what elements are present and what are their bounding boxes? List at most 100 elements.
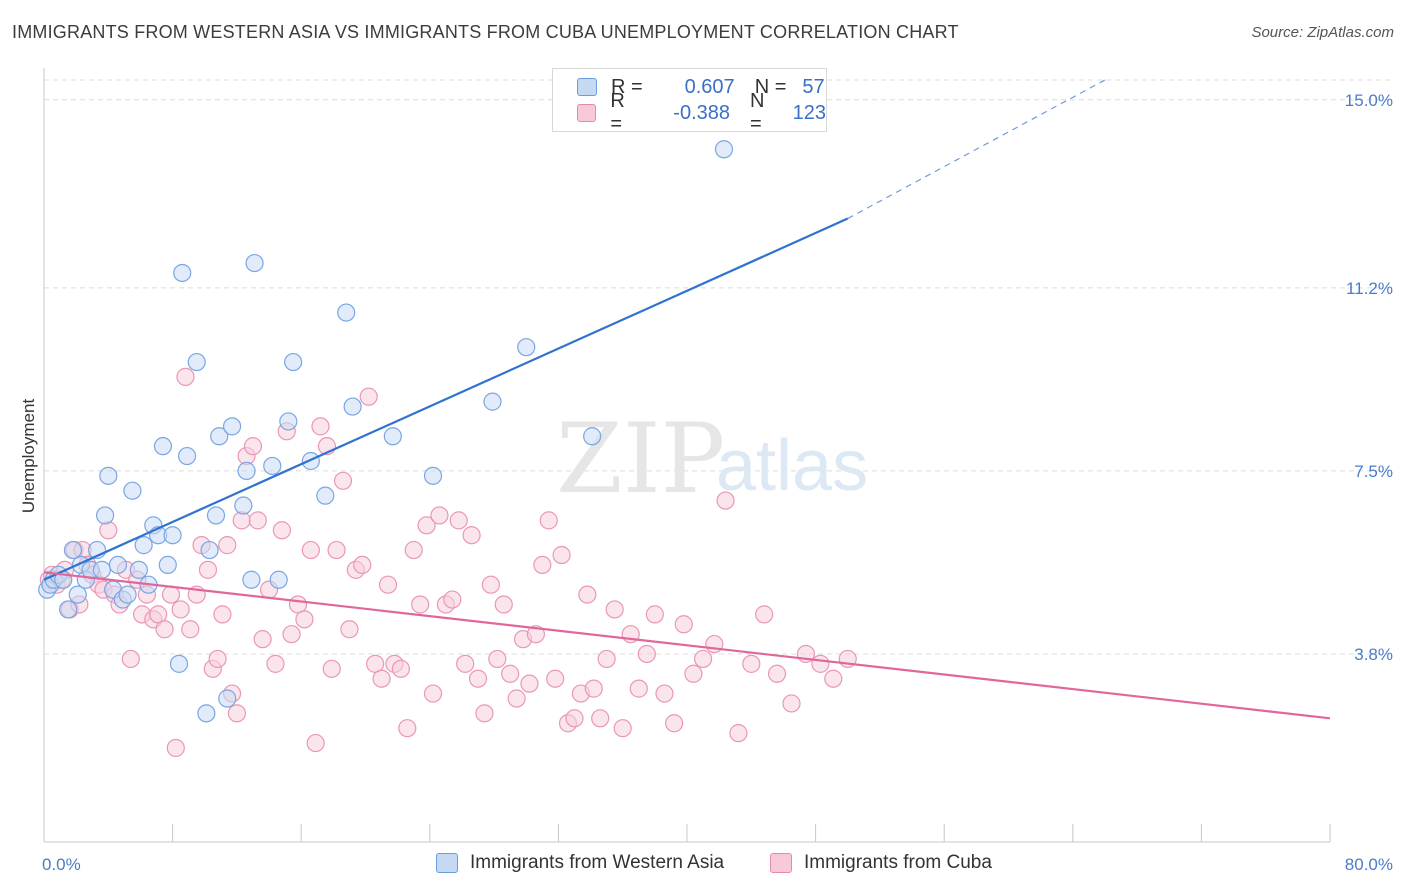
point-western-asia-34 <box>206 506 226 525</box>
point-western-asia-47 <box>316 486 335 505</box>
point-western-asia-55 <box>714 140 734 159</box>
point-cuba-105 <box>665 714 684 733</box>
legend-row-cuba: R = -0.388 N = 123 <box>577 90 826 135</box>
point-western-asia-53 <box>517 338 536 357</box>
chart-title: IMMIGRANTS FROM WESTERN ASIA VS IMMIGRAN… <box>12 22 959 42</box>
trend-lines <box>43 79 1331 720</box>
point-cuba-82 <box>501 664 520 683</box>
point-western-asia-21 <box>134 536 153 555</box>
watermark: ZIP atlas <box>556 403 868 515</box>
point-cuba-107 <box>684 664 703 683</box>
point-cuba-104 <box>655 684 674 703</box>
point-cuba-68 <box>411 595 430 614</box>
point-cuba-59 <box>353 555 372 575</box>
legend-swatch-pink <box>770 853 792 873</box>
point-cuba-60 <box>359 387 378 406</box>
point-cuba-90 <box>552 545 571 565</box>
legend-swatch-pink <box>577 104 597 122</box>
point-cuba-99 <box>613 719 632 738</box>
point-western-asia-25 <box>153 437 173 456</box>
point-cuba-102 <box>637 644 656 664</box>
point-cuba-52 <box>311 417 330 436</box>
point-western-asia-18 <box>118 585 137 604</box>
point-western-asia-40 <box>242 570 261 589</box>
point-cuba-96 <box>591 709 610 728</box>
point-cuba-89 <box>546 669 565 688</box>
point-western-asia-48 <box>337 303 356 322</box>
point-cuba-33 <box>208 649 227 669</box>
watermark-atlas: atlas <box>716 426 868 506</box>
point-cuba-111 <box>729 724 748 743</box>
y-tick-label-2: 11.2% <box>1346 279 1393 298</box>
point-cuba-25 <box>166 738 185 758</box>
point-cuba-81 <box>494 595 513 614</box>
point-western-asia-36 <box>218 689 237 708</box>
legend-n-value: 123 <box>792 101 826 124</box>
point-western-asia-13 <box>95 506 115 525</box>
watermark-zip: ZIP <box>556 403 725 515</box>
point-cuba-28 <box>181 620 200 639</box>
point-cuba-63 <box>378 575 398 594</box>
point-cuba-97 <box>597 649 616 669</box>
point-western-asia-33 <box>200 540 219 560</box>
point-cuba-113 <box>755 605 774 624</box>
point-cuba-49 <box>295 610 314 629</box>
point-cuba-13 <box>99 521 118 540</box>
point-cuba-47 <box>282 625 301 644</box>
point-western-asia-49 <box>343 397 362 416</box>
point-cuba-73 <box>443 590 462 609</box>
y-tick-label-0: 3.8% <box>1354 645 1393 664</box>
point-cuba-45 <box>272 521 292 540</box>
point-cuba-34 <box>213 605 232 624</box>
point-western-asia-32 <box>197 704 216 723</box>
x-tick-label-min: 0.0% <box>42 855 81 874</box>
point-western-asia-50 <box>383 427 402 446</box>
point-cuba-26 <box>171 600 190 619</box>
legend-item-western-asia: Immigrants from Western Asia <box>436 852 724 874</box>
legend-r-label: R = <box>611 75 643 98</box>
point-western-asia-5 <box>59 600 78 619</box>
point-cuba-106 <box>674 615 693 634</box>
point-cuba-108 <box>693 649 713 669</box>
point-western-asia-42 <box>263 456 282 476</box>
y-tick-label-1: 7.5% <box>1354 462 1393 481</box>
point-cuba-76 <box>462 526 481 545</box>
point-cuba-66 <box>398 719 417 738</box>
point-cuba-83 <box>507 689 526 708</box>
legend-n-label: N = <box>754 75 787 98</box>
series-western-asia-points <box>38 140 734 723</box>
point-cuba-85 <box>520 674 539 693</box>
point-western-asia-30 <box>177 446 197 466</box>
legend-r-value: -0.388 <box>673 101 731 124</box>
point-cuba-35 <box>218 536 237 555</box>
legend-n-value: 57 <box>802 75 825 98</box>
point-cuba-41 <box>248 511 267 530</box>
legend-label-cuba: Immigrants from Cuba <box>804 852 992 873</box>
point-cuba-24 <box>161 585 181 604</box>
point-cuba-95 <box>584 679 603 698</box>
point-cuba-78 <box>475 704 494 723</box>
point-western-asia-37 <box>222 417 242 436</box>
point-cuba-51 <box>306 733 325 753</box>
point-cuba-17 <box>121 649 140 669</box>
point-western-asia-16 <box>108 555 128 575</box>
point-cuba-42 <box>253 630 272 649</box>
point-western-asia-44 <box>279 412 298 431</box>
point-cuba-94 <box>578 585 597 604</box>
trend-line-cuba <box>43 571 1331 720</box>
point-cuba-40 <box>243 437 263 456</box>
point-western-asia-27 <box>163 526 182 545</box>
point-cuba-117 <box>811 654 830 673</box>
point-western-asia-45 <box>284 352 303 372</box>
point-cuba-37 <box>227 704 246 723</box>
point-western-asia-52 <box>483 392 502 411</box>
source-credit: Source: ZipAtlas.com <box>1251 24 1394 41</box>
x-tick-label-max: 80.0% <box>1345 855 1393 874</box>
legend-row-western-asia: R = 0.607 N = 57 <box>577 75 825 99</box>
grid <box>44 79 1392 655</box>
point-cuba-27 <box>176 367 195 386</box>
legend-r-label: R = <box>610 90 625 135</box>
point-western-asia-54 <box>583 427 602 446</box>
legend-swatch-blue <box>436 853 458 873</box>
